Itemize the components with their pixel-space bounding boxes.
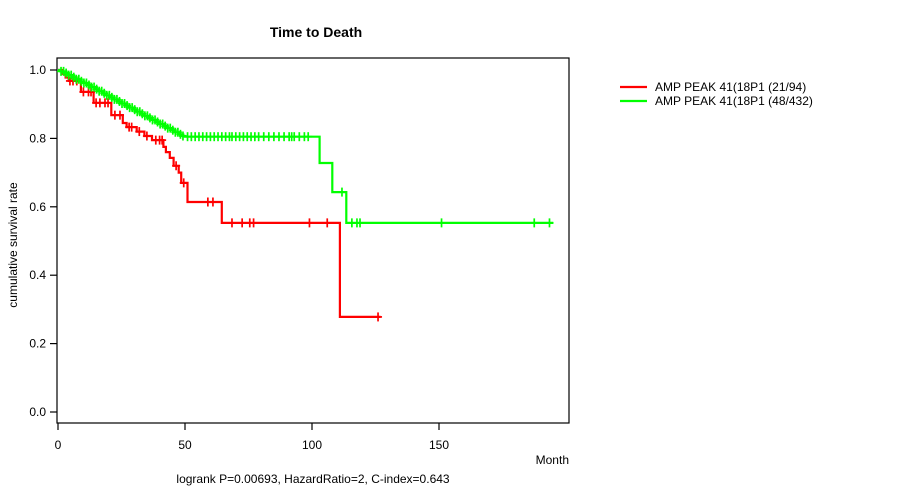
legend-label-red-series: AMP PEAK 41(18P1 (21/94) <box>655 80 806 94</box>
y-axis-tick-label: 0.8 <box>29 131 46 145</box>
survival-curve-red <box>58 68 381 318</box>
y-axis-tick-label: 0.4 <box>29 268 46 282</box>
x-axis-tick-label: 100 <box>302 438 322 452</box>
y-axis-tick-label: 0.2 <box>29 337 46 351</box>
y-axis-tick-label: 0.0 <box>29 405 46 419</box>
legend-label-green-series: AMP PEAK 41(18P1 (48/432) <box>655 94 813 108</box>
x-axis-tick-label: 50 <box>178 438 192 452</box>
y-axis-tick-label: 0.6 <box>29 200 46 214</box>
stats-caption: logrank P=0.00693, HazardRatio=2, C-inde… <box>176 472 450 486</box>
y-axis-label: cumulative survival rate <box>6 182 20 308</box>
x-axis-tick-label: 150 <box>429 438 449 452</box>
x-axis-label: Month <box>536 453 569 467</box>
plot-content: 0 50 100 150 0.0 0.2 0.4 0.6 0.8 1.0 <box>29 63 554 452</box>
survival-curve-green <box>58 68 554 224</box>
x-axis-tick-label: 0 <box>55 438 62 452</box>
chart-title: Time to Death <box>270 24 362 40</box>
y-axis-tick-label: 1.0 <box>29 63 46 77</box>
legend: AMP PEAK 41(18P1 (21/94) AMP PEAK 41(18P… <box>620 80 813 108</box>
plot-area-border <box>56 57 570 424</box>
